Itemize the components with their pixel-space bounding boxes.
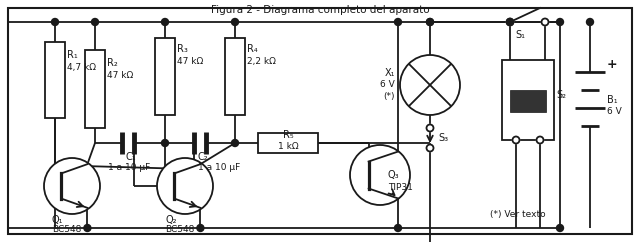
Bar	[225, 38, 245, 115]
Bar	[85, 50, 105, 128]
Text: 1 a 10 μF: 1 a 10 μF	[108, 163, 150, 172]
Text: 6 V: 6 V	[380, 80, 395, 89]
Text: BC548: BC548	[165, 225, 195, 234]
Text: Q₂: Q₂	[165, 215, 177, 225]
Bar	[45, 42, 65, 118]
Circle shape	[161, 139, 168, 146]
Text: 1 a 10 μF: 1 a 10 μF	[198, 163, 240, 172]
Circle shape	[84, 225, 91, 232]
Text: C₁: C₁	[126, 152, 136, 162]
Circle shape	[541, 18, 548, 25]
Circle shape	[157, 158, 213, 214]
Text: S₂: S₂	[556, 90, 566, 100]
Text: S₃: S₃	[438, 133, 448, 143]
Text: 2,2 kΩ: 2,2 kΩ	[247, 57, 276, 66]
Text: Q₁: Q₁	[52, 215, 63, 225]
Circle shape	[92, 18, 99, 25]
Text: TIP31: TIP31	[388, 183, 413, 192]
Text: B₁: B₁	[607, 95, 618, 105]
Text: Figura 2 - Diagrama completo del aparato: Figura 2 - Diagrama completo del aparato	[211, 5, 429, 15]
Text: 6 V: 6 V	[607, 107, 621, 116]
Circle shape	[536, 136, 543, 144]
Circle shape	[426, 18, 433, 25]
Text: R₂: R₂	[107, 58, 118, 68]
Circle shape	[232, 139, 239, 146]
Circle shape	[161, 18, 168, 25]
Circle shape	[51, 18, 58, 25]
Text: (*): (*)	[383, 92, 395, 101]
Text: S₁: S₁	[515, 30, 525, 40]
Text: C₂: C₂	[198, 152, 209, 162]
Circle shape	[513, 136, 520, 144]
Text: R₃: R₃	[177, 44, 188, 54]
Text: (*) Ver texto: (*) Ver texto	[490, 210, 546, 219]
Circle shape	[557, 225, 563, 232]
Bar	[155, 38, 175, 115]
Circle shape	[506, 18, 513, 25]
Circle shape	[232, 18, 239, 25]
Text: BC548: BC548	[52, 225, 81, 234]
Circle shape	[426, 144, 433, 151]
Circle shape	[44, 158, 100, 214]
Text: +: +	[607, 58, 618, 71]
Text: Q₃: Q₃	[388, 170, 399, 180]
Bar	[510, 90, 546, 112]
Circle shape	[506, 18, 513, 25]
Circle shape	[426, 18, 433, 25]
Circle shape	[394, 225, 401, 232]
Text: 1 kΩ: 1 kΩ	[278, 142, 298, 151]
Text: R₄: R₄	[247, 44, 258, 54]
Text: 47 kΩ: 47 kΩ	[107, 71, 133, 80]
Circle shape	[426, 124, 433, 131]
Text: 4,7 kΩ: 4,7 kΩ	[67, 63, 96, 72]
Circle shape	[394, 18, 401, 25]
Circle shape	[557, 18, 563, 25]
Circle shape	[400, 55, 460, 115]
Circle shape	[197, 225, 204, 232]
Text: X₁: X₁	[385, 68, 395, 78]
Text: R₅: R₅	[283, 130, 293, 140]
Text: R₁: R₁	[67, 50, 77, 60]
Bar	[502, 60, 554, 140]
Circle shape	[350, 145, 410, 205]
Circle shape	[586, 18, 593, 25]
Text: 47 kΩ: 47 kΩ	[177, 57, 204, 66]
Bar	[258, 133, 318, 153]
